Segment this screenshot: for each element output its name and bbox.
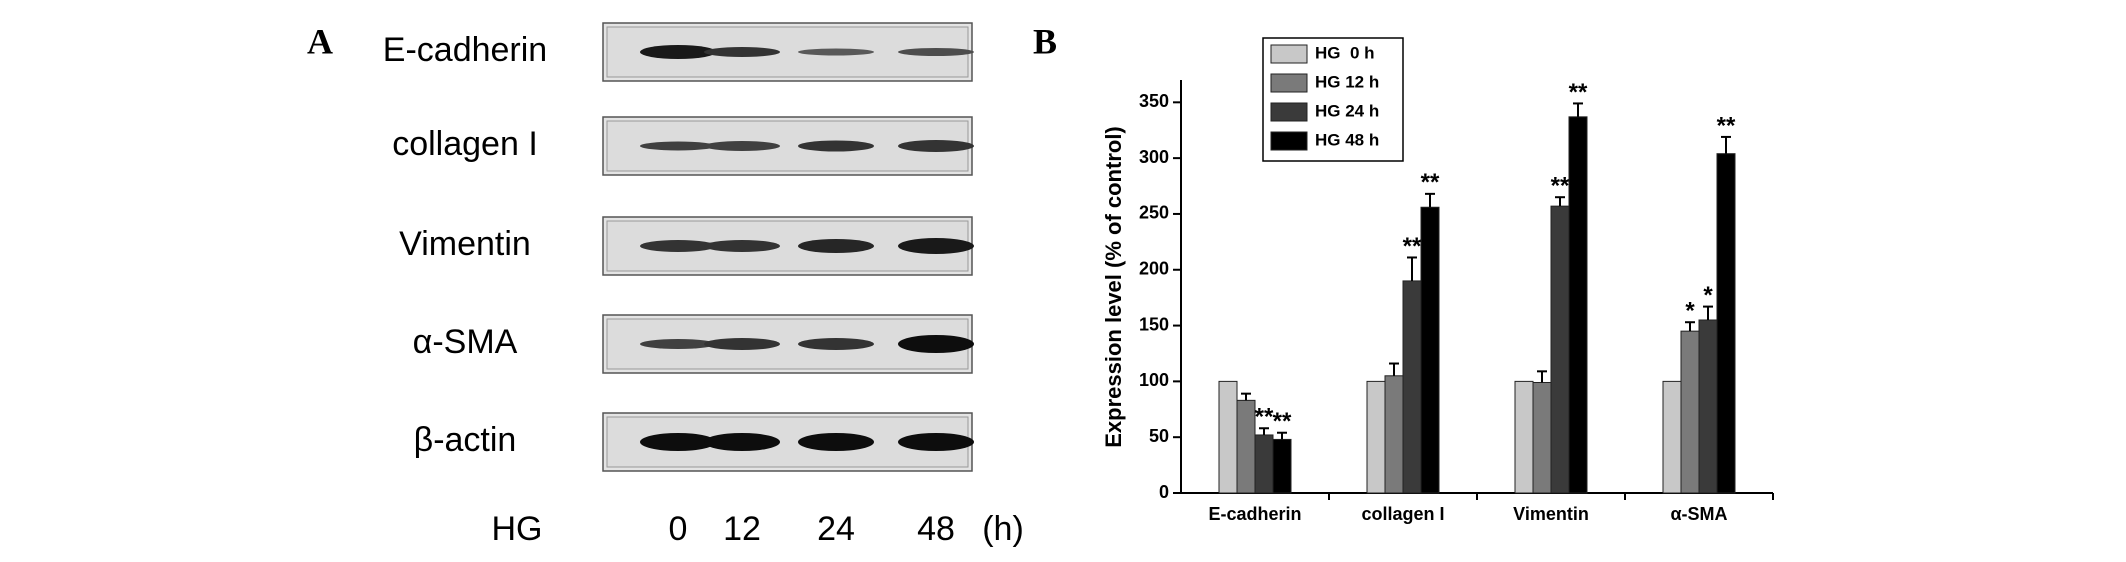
significance-label: ** xyxy=(1273,408,1292,435)
legend-label: HG 48 h xyxy=(1315,130,1379,149)
time-label: 48 xyxy=(917,510,955,548)
bar xyxy=(1698,319,1718,494)
x-tick-label: Vimentin xyxy=(1513,504,1589,524)
y-tick-label: 0 xyxy=(1159,482,1169,502)
blot-band xyxy=(798,48,874,56)
bar xyxy=(1236,399,1256,494)
significance-label: * xyxy=(1703,282,1713,309)
legend-swatch xyxy=(1270,73,1308,93)
bar xyxy=(1402,280,1422,494)
panel-label: B xyxy=(1033,21,1057,61)
treatment-label: HG xyxy=(492,510,543,548)
y-tick-label: 250 xyxy=(1139,203,1169,223)
bar xyxy=(1420,206,1440,494)
blot-band xyxy=(704,338,780,350)
panel-label: A xyxy=(307,21,333,61)
blot-band xyxy=(704,141,780,151)
blot-band xyxy=(640,433,716,451)
bar xyxy=(1384,375,1404,494)
blot-band xyxy=(704,47,780,57)
bar xyxy=(1716,153,1736,494)
protein-label: β-actin xyxy=(414,421,517,459)
blot-band xyxy=(704,433,780,451)
protein-label: E-cadherin xyxy=(383,31,547,69)
blot-band xyxy=(898,238,974,254)
y-tick-label: 50 xyxy=(1149,426,1169,446)
legend-swatch xyxy=(1270,102,1308,122)
significance-label: ** xyxy=(1403,233,1422,260)
time-label: 0 xyxy=(669,510,688,548)
y-tick-label: 300 xyxy=(1139,147,1169,167)
protein-label: collagen I xyxy=(392,125,538,163)
protein-label: α-SMA xyxy=(413,323,518,361)
bar xyxy=(1272,438,1292,494)
legend-swatch xyxy=(1270,44,1308,64)
blot-band xyxy=(640,339,716,349)
time-label: 12 xyxy=(723,510,761,548)
bar xyxy=(1680,330,1700,494)
legend-label: HG 0 h xyxy=(1315,43,1375,62)
bar xyxy=(1366,380,1386,494)
bar xyxy=(1532,381,1552,494)
time-label: 24 xyxy=(817,510,855,548)
unit-label: (h) xyxy=(982,510,1024,548)
blot-band xyxy=(898,335,974,353)
y-tick-label: 150 xyxy=(1139,314,1169,334)
x-tick-label: α-SMA xyxy=(1670,504,1727,524)
significance-label: ** xyxy=(1551,173,1570,200)
significance-label: ** xyxy=(1569,79,1588,106)
legend-label: HG 24 h xyxy=(1315,101,1379,120)
significance-label: ** xyxy=(1255,404,1274,431)
blot-band xyxy=(898,433,974,451)
x-tick-label: collagen I xyxy=(1361,504,1444,524)
blot-band xyxy=(640,240,716,252)
y-axis-label: Expression level (% of control) xyxy=(1101,126,1126,448)
blot-band xyxy=(898,48,974,56)
bar xyxy=(1568,116,1588,494)
significance-label: ** xyxy=(1421,169,1440,196)
x-tick-label: E-cadherin xyxy=(1208,504,1301,524)
y-tick-label: 200 xyxy=(1139,259,1169,279)
y-tick-label: 100 xyxy=(1139,370,1169,390)
blot-band xyxy=(640,141,716,151)
blot-band xyxy=(798,239,874,253)
bar xyxy=(1550,205,1570,494)
blot-band xyxy=(798,338,874,350)
legend-label: HG 12 h xyxy=(1315,72,1379,91)
bar xyxy=(1254,434,1274,494)
protein-label: Vimentin xyxy=(399,225,531,263)
bar xyxy=(1218,380,1238,494)
bar xyxy=(1514,380,1534,494)
bar xyxy=(1662,380,1682,494)
blot-band xyxy=(640,45,716,59)
blot-band xyxy=(798,433,874,451)
blot-band xyxy=(898,140,974,152)
legend-swatch xyxy=(1270,131,1308,151)
blot-band xyxy=(798,140,874,152)
significance-label: * xyxy=(1685,298,1695,325)
blot-band xyxy=(704,240,780,252)
y-tick-label: 350 xyxy=(1139,91,1169,111)
significance-label: ** xyxy=(1717,112,1736,139)
